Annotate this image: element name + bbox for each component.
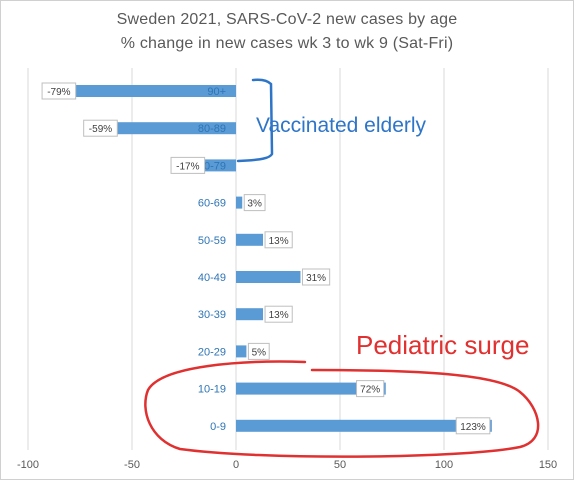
x-tick-label: 100 [435,459,453,471]
data-label: -17% [176,161,199,172]
data-label-box [247,342,270,360]
x-axis-ticks: -100 -50 0 50 100 150 [17,459,557,471]
data-label-box [83,119,118,137]
pediatric-circle [144,360,540,458]
data-label-box [264,305,293,323]
data-label: -59% [89,124,112,135]
x-tick-label: 150 [539,459,557,471]
annotation-shapes [144,78,540,458]
data-label: 123% [460,422,486,433]
bar [71,85,237,97]
bar [236,233,264,246]
bar [236,271,301,283]
data-label: 13% [269,236,289,247]
category-label: 20-29 [198,346,226,358]
data-label-box [170,156,206,174]
bar [236,382,386,395]
x-tick-label: 0 [233,459,239,471]
vaccinated-bracket [236,78,274,163]
bar [113,122,236,135]
vaccinated-elderly-annotation: Vaccinated elderly [256,114,427,137]
category-labels: 90+80-8970-7960-6950-5940-4930-3920-2910… [198,86,226,433]
data-label-box [243,194,266,212]
bar [236,196,243,209]
data-label-box [41,82,77,100]
data-label: 13% [269,310,289,321]
category-label: 0-9 [210,421,226,433]
data-label: 5% [252,347,267,358]
chart-title: Sweden 2021, SARS-CoV-2 new cases by age [116,11,458,28]
bar [236,345,247,358]
x-tick-label: -50 [124,459,140,471]
category-label: 50-59 [198,235,226,247]
data-label: 72% [360,385,380,396]
data-label: 31% [306,273,326,284]
data-label-box [455,417,491,435]
x-tick-label: 50 [334,459,346,471]
data-labels: -79% -59% -17% 3% 13% 31% 13% 5% 72% 123% [41,82,491,435]
category-label: 10-19 [198,384,226,396]
data-label-box [264,231,293,249]
data-label-box [301,268,331,286]
category-label: 80-89 [198,123,226,135]
bar [236,308,264,321]
bars [71,85,492,432]
data-label: 3% [247,199,262,210]
bar [236,419,492,432]
category-label: 90+ [207,86,226,98]
category-label: 30-39 [198,309,226,321]
x-tick-label: -100 [17,459,39,471]
pediatric-surge-annotation: Pediatric surge [356,330,530,360]
data-label-box [356,380,385,398]
data-label: -79% [47,87,70,98]
bar [200,159,236,172]
category-label: 40-49 [198,272,226,284]
category-label: 60-69 [198,198,226,210]
chart-subtitle: % change in new cases wk 3 to wk 9 (Sat-… [120,35,454,52]
